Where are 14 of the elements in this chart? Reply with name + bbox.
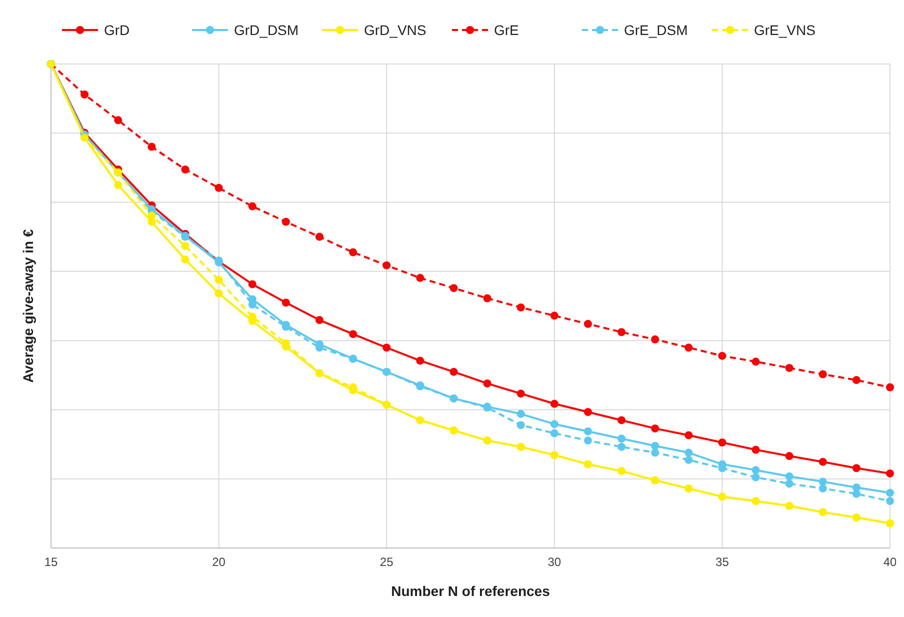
legend-label: GrD_DSM: [234, 22, 299, 38]
legend-label: GrE_DSM: [624, 22, 688, 38]
x-tick-label: 15: [44, 555, 58, 569]
legend-label: GrD: [104, 22, 130, 38]
legend-label: GrD_VNS: [364, 22, 426, 38]
x-tick-label: 30: [548, 555, 562, 569]
legend-label: GrE_VNS: [754, 22, 816, 38]
x-tick-label: 25: [380, 555, 394, 569]
y-axis-title: Average give-away in €: [20, 229, 36, 383]
x-axis-title: Number N of references: [391, 583, 550, 599]
x-tick-label: 40: [883, 555, 897, 569]
legend-label: GrE: [494, 22, 519, 38]
x-tick-label: 20: [212, 555, 226, 569]
x-tick-label: 35: [716, 555, 730, 569]
